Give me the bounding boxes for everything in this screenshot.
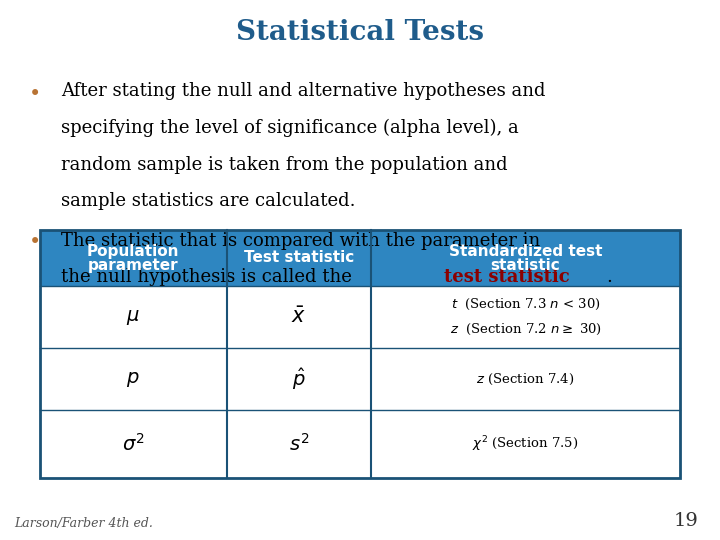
Text: •: • <box>28 84 41 104</box>
Text: Standardized test: Standardized test <box>449 244 603 259</box>
Text: .: . <box>606 268 612 286</box>
Text: Statistical Tests: Statistical Tests <box>236 19 484 46</box>
Text: $\bar{x}$: $\bar{x}$ <box>292 307 306 327</box>
Text: $p$: $p$ <box>127 370 140 389</box>
Text: Larson/Farber 4th ed.: Larson/Farber 4th ed. <box>14 517 153 530</box>
Text: Test statistic: Test statistic <box>243 251 354 265</box>
Text: After stating the null and alternative hypotheses and: After stating the null and alternative h… <box>61 82 546 100</box>
Bar <box>40 230 680 478</box>
Bar <box>40 286 680 348</box>
Text: The statistic that is compared with the parameter in: The statistic that is compared with the … <box>61 232 541 249</box>
Text: parameter: parameter <box>88 259 179 273</box>
Text: $\sigma^2$: $\sigma^2$ <box>122 433 145 455</box>
Text: random sample is taken from the population and: random sample is taken from the populati… <box>61 156 508 173</box>
Text: $\mu$: $\mu$ <box>126 308 140 327</box>
Text: 19: 19 <box>673 512 698 530</box>
Bar <box>40 410 680 478</box>
Text: $\hat{p}$: $\hat{p}$ <box>292 366 305 393</box>
Text: $s^2$: $s^2$ <box>289 433 309 455</box>
Text: Population: Population <box>87 244 179 259</box>
Text: statistic: statistic <box>491 259 560 273</box>
Text: the null hypothesis is called the: the null hypothesis is called the <box>61 268 358 286</box>
Text: sample statistics are calculated.: sample statistics are calculated. <box>61 192 356 210</box>
Text: specifying the level of significance (alpha level), a: specifying the level of significance (al… <box>61 119 519 137</box>
Text: $z$  (Section 7.2 $n \geq$ 30): $z$ (Section 7.2 $n \geq$ 30) <box>449 322 602 337</box>
Bar <box>40 348 680 410</box>
Text: $z$ (Section 7.4): $z$ (Section 7.4) <box>477 372 575 387</box>
Bar <box>40 230 680 286</box>
Text: test statistic: test statistic <box>444 268 570 286</box>
Text: •: • <box>28 232 41 252</box>
Text: $t$  (Section 7.3 $n$ < 30): $t$ (Section 7.3 $n$ < 30) <box>451 298 600 312</box>
Text: $\chi^2$ (Section 7.5): $\chi^2$ (Section 7.5) <box>472 434 579 454</box>
